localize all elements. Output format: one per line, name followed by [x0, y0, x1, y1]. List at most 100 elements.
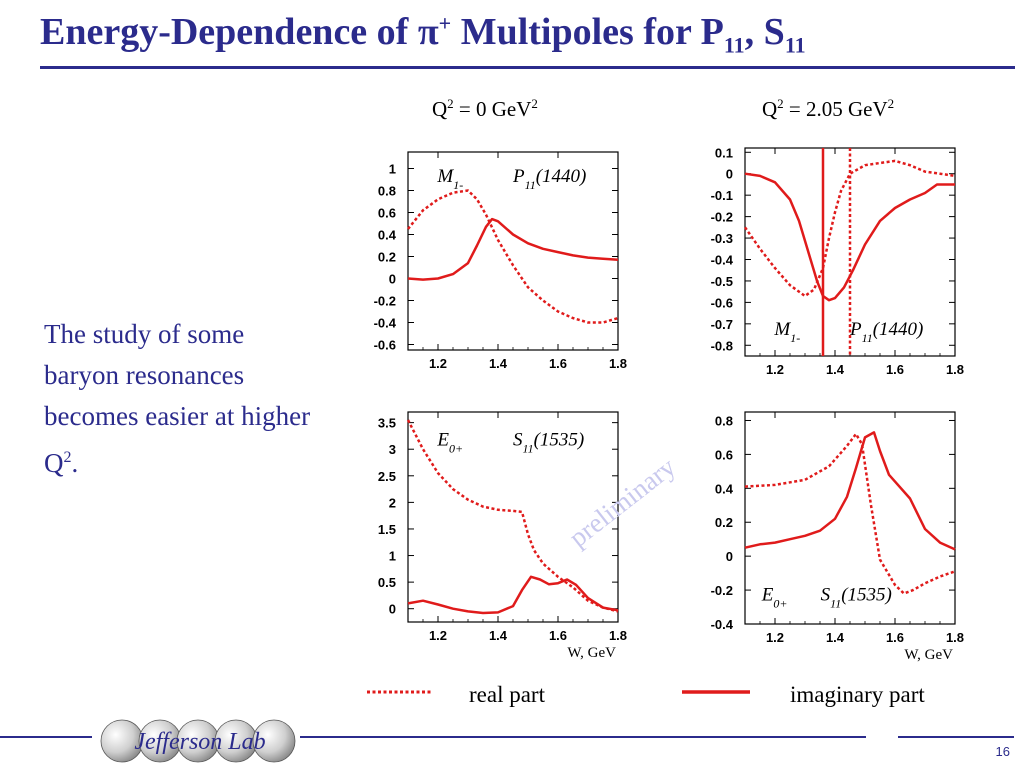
col-left-q: Q — [432, 97, 448, 121]
y-tick-label: -0.4 — [711, 617, 734, 632]
imaginary-part-curve — [407, 575, 619, 615]
imaginary-part-curve — [744, 172, 955, 302]
jefferson-lab-logo: Jefferson Lab — [100, 719, 296, 763]
y-tick-label: -0.7 — [711, 317, 733, 332]
x-tick-label: 1.2 — [766, 630, 784, 645]
slide-title: Energy-Dependence of π+ Multipoles for P… — [40, 10, 806, 59]
y-tick-label: 0 — [389, 272, 396, 287]
y-tick-label: 0 — [389, 602, 396, 617]
imaginary-part-curve — [407, 217, 619, 281]
y-tick-label: 0 — [726, 167, 733, 182]
y-tick-label: 2.5 — [378, 469, 396, 484]
y-tick-label: 1.5 — [378, 522, 396, 537]
y-tick-label: 0.8 — [715, 413, 733, 428]
real-part-curve — [744, 432, 956, 595]
x-tick-label: 1.2 — [429, 356, 447, 371]
col-left-sup2: 2 — [531, 96, 538, 111]
x-tick-label: 1.4 — [826, 630, 845, 645]
body-text-main: The study of some baryon resonances beco… — [44, 319, 311, 478]
column-header-right: Q2 = 2.05 GeV2 — [762, 96, 894, 122]
resonance-label: P11(1440) — [512, 166, 586, 192]
y-tick-label: 2 — [389, 495, 396, 510]
title-sub-2: 11 — [784, 32, 806, 58]
legend-imag-label: imaginary part — [790, 682, 925, 707]
x-tick-label: 1.4 — [489, 356, 508, 371]
preliminary-watermark: preliminary — [563, 451, 681, 552]
x-tick-label: 1.8 — [609, 356, 627, 371]
x-tick-label: 1.6 — [886, 362, 904, 377]
col-right-text: = 2.05 GeV — [783, 97, 888, 121]
footer-rule-left — [0, 736, 92, 738]
resonance-label: S11(1535) — [513, 429, 584, 455]
y-tick-label: -0.6 — [374, 338, 396, 353]
body-text: The study of some baryon resonances beco… — [44, 314, 314, 484]
real-part-curve — [743, 159, 956, 298]
real-part-curve — [407, 189, 619, 324]
multipole-label: E0+ — [761, 584, 788, 610]
x-tick-label: 1.6 — [886, 630, 904, 645]
title-text-2: Multipoles for P — [451, 11, 724, 53]
col-right-q: Q — [762, 97, 778, 121]
column-header-left: Q2 = 0 GeV2 — [432, 96, 538, 122]
y-tick-label: -0.4 — [374, 316, 397, 331]
title-text-3: , S — [744, 11, 785, 53]
y-tick-label: 0 — [726, 549, 733, 564]
title-text-1: Energy-Dependence of π — [40, 11, 439, 53]
y-tick-label: 0.4 — [715, 481, 734, 496]
footer-rule-right — [898, 736, 1014, 738]
y-tick-label: 0.2 — [715, 515, 733, 530]
x-axis-label: W, GeV — [567, 645, 616, 661]
x-tick-label: 1.6 — [549, 356, 567, 371]
y-tick-label: 0.5 — [378, 575, 396, 590]
multipole-label: E0+ — [436, 429, 463, 455]
y-tick-label: -0.8 — [711, 338, 733, 353]
x-tick-label: 1.8 — [609, 628, 627, 643]
y-tick-label: 0.2 — [378, 250, 396, 265]
y-tick-label: 0.6 — [715, 447, 733, 462]
y-tick-label: 1 — [389, 549, 396, 564]
body-text-sup: 2 — [63, 449, 72, 466]
resonance-label: P11(1440) — [849, 319, 923, 345]
y-tick-label: 0.6 — [378, 206, 396, 221]
y-tick-label: -0.2 — [711, 210, 733, 225]
y-tick-label: -0.1 — [711, 188, 733, 203]
real-part-curve — [406, 419, 619, 613]
x-tick-label: 1.4 — [489, 628, 508, 643]
y-tick-label: 3 — [389, 442, 396, 457]
title-sup: + — [438, 10, 452, 36]
x-tick-label: 1.2 — [766, 362, 784, 377]
multipole-label: M1- — [436, 166, 463, 192]
col-left-sup: 2 — [447, 96, 454, 111]
y-tick-label: 0.4 — [378, 228, 397, 243]
y-tick-label: 1 — [389, 162, 396, 177]
y-tick-label: 3.5 — [378, 416, 396, 431]
y-tick-label: -0.2 — [711, 583, 733, 598]
x-tick-label: 1.8 — [946, 362, 964, 377]
y-tick-label: -0.3 — [711, 231, 733, 246]
x-tick-label: 1.2 — [429, 628, 447, 643]
y-tick-label: 0.8 — [378, 184, 396, 199]
page-number: 16 — [995, 744, 1010, 759]
col-right-sup: 2 — [777, 96, 784, 111]
x-tick-label: 1.6 — [549, 628, 567, 643]
y-tick-label: -0.2 — [374, 294, 396, 309]
title-sub-1: 11 — [723, 32, 745, 58]
multipole-label: M1- — [773, 319, 800, 345]
y-tick-label: -0.5 — [711, 274, 733, 289]
legend-real-label: real part — [469, 682, 545, 707]
col-left-text: = 0 GeV — [453, 97, 532, 121]
y-tick-label: 0.1 — [715, 145, 733, 160]
resonance-label: S11(1535) — [821, 584, 892, 610]
body-text-end: . — [71, 448, 79, 478]
x-tick-label: 1.4 — [826, 362, 845, 377]
logo-text: Jefferson Lab — [134, 729, 265, 755]
footer-rule-mid — [300, 736, 866, 738]
y-tick-label: -0.4 — [711, 253, 734, 268]
imaginary-part-curve — [744, 431, 956, 551]
x-axis-label: W, GeV — [904, 647, 953, 663]
y-tick-label: -0.6 — [711, 295, 733, 310]
title-rule — [40, 66, 1015, 69]
col-right-sup2: 2 — [887, 96, 895, 111]
x-tick-label: 1.8 — [946, 630, 964, 645]
